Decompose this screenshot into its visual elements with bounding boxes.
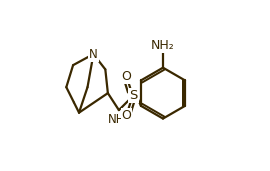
Text: NH: NH	[107, 113, 125, 126]
Text: O: O	[122, 109, 131, 122]
Text: O: O	[122, 70, 131, 83]
Text: N: N	[89, 48, 98, 61]
Text: NH₂: NH₂	[151, 40, 175, 52]
Text: S: S	[129, 89, 137, 102]
